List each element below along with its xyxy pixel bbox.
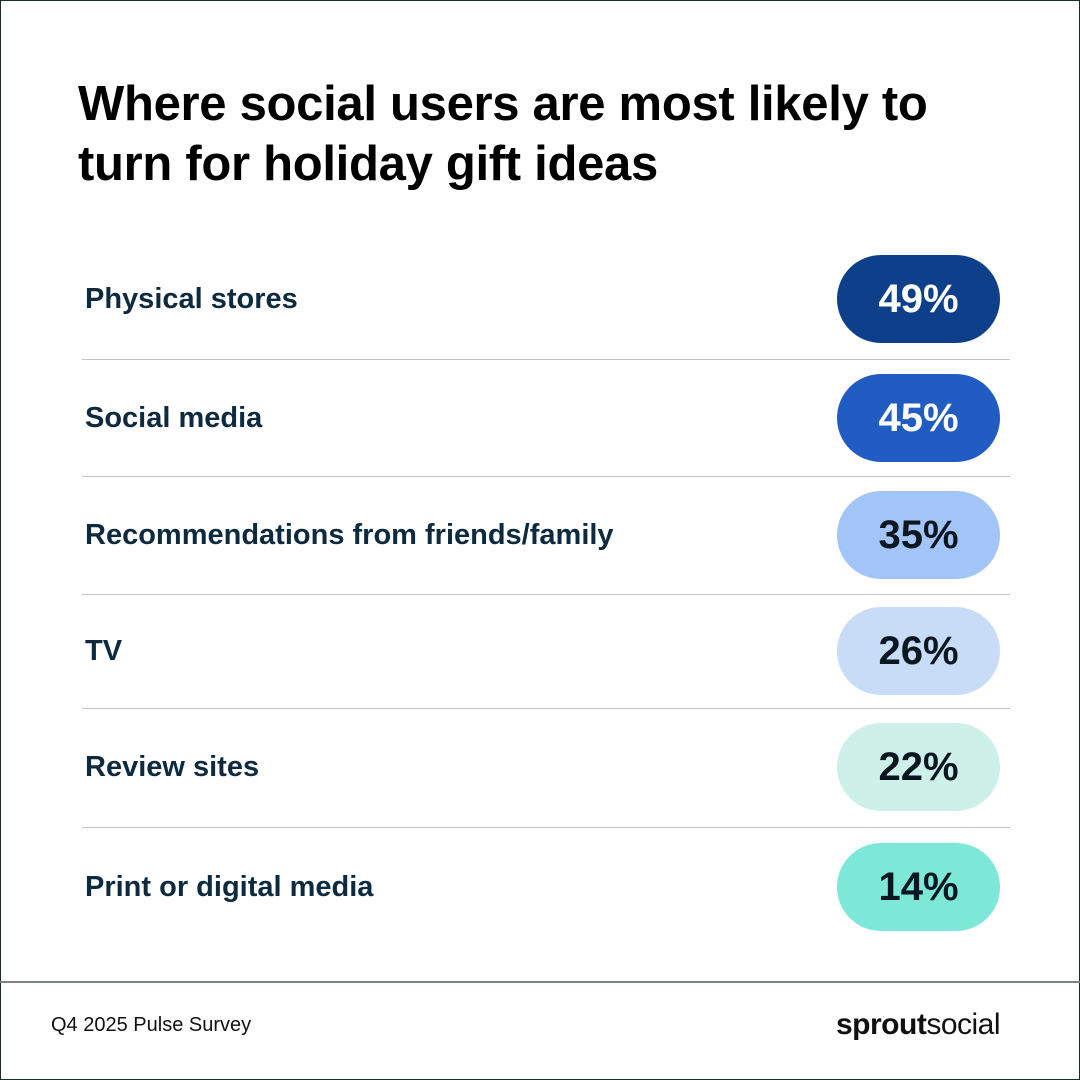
row-divider <box>82 594 1010 595</box>
value-pill: 35% <box>837 491 1000 579</box>
category-label: TV <box>85 635 123 667</box>
logo-bold-text: sprout <box>836 1008 927 1041</box>
list-item: Recommendations from friends/family 35% <box>82 491 1010 579</box>
logo-light-text: social <box>926 1008 1001 1041</box>
sprout-social-logo: sproutsocial <box>836 1008 1001 1042</box>
footer-divider <box>0 981 1080 983</box>
list-item: TV 26% <box>82 607 1010 695</box>
page-title: Where social users are most likely to tu… <box>78 77 928 191</box>
row-divider <box>82 359 1010 360</box>
value-pill: 26% <box>837 607 1000 695</box>
source-note: Q4 2025 Pulse Survey <box>51 1014 252 1036</box>
list-item: Review sites 22% <box>82 723 1010 811</box>
list-item: Physical stores 49% <box>82 255 1010 343</box>
category-label: Social media <box>85 402 263 434</box>
list-item: Social media 45% <box>82 374 1010 462</box>
value-pill: 14% <box>837 843 1000 931</box>
category-label: Physical stores <box>85 283 298 315</box>
category-label: Review sites <box>85 751 260 783</box>
value-pill: 45% <box>837 374 1000 462</box>
list-item: Print or digital media 14% <box>82 843 1010 931</box>
value-pill: 22% <box>837 723 1000 811</box>
category-label: Print or digital media <box>85 871 374 903</box>
value-pill: 49% <box>837 255 1000 343</box>
row-divider <box>82 708 1010 709</box>
category-label: Recommendations from friends/family <box>85 519 614 551</box>
row-divider <box>82 827 1010 828</box>
row-divider <box>82 476 1010 477</box>
